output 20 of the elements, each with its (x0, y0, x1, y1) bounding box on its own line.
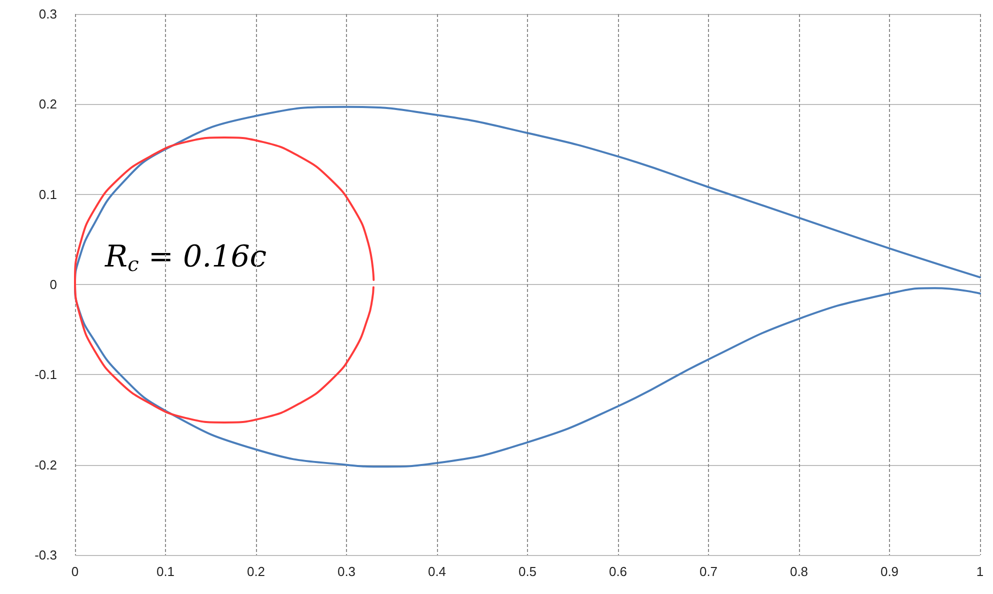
x-tick-label: 0.7 (699, 564, 718, 579)
x-tick-label: 0.8 (790, 564, 808, 579)
line-series (74, 136, 375, 424)
y-tick-label: 0.3 (38, 6, 57, 22)
y-tick-label: 0 (50, 277, 57, 292)
x-tick-label: 0.4 (428, 564, 446, 579)
x-tick-label: 0.5 (518, 564, 537, 579)
x-tick-label: 0.9 (880, 564, 899, 579)
y-tick-label: -0.3 (34, 548, 57, 562)
x-tick-label: 0.3 (337, 564, 356, 579)
y-tick-label: -0.1 (34, 367, 57, 382)
x-tick-label: 0.6 (608, 564, 628, 579)
y-tick-label: 0.2 (38, 96, 57, 112)
x-tick-label: 1 (976, 564, 984, 579)
x-tick-label: 0.1 (156, 564, 175, 579)
x-tick-label: 0.2 (246, 564, 266, 579)
y-tick-label: -0.2 (34, 457, 57, 472)
line-series (74, 106, 981, 468)
x-tick-label: 0 (71, 564, 79, 579)
y-tick-label: 0.1 (38, 186, 57, 202)
